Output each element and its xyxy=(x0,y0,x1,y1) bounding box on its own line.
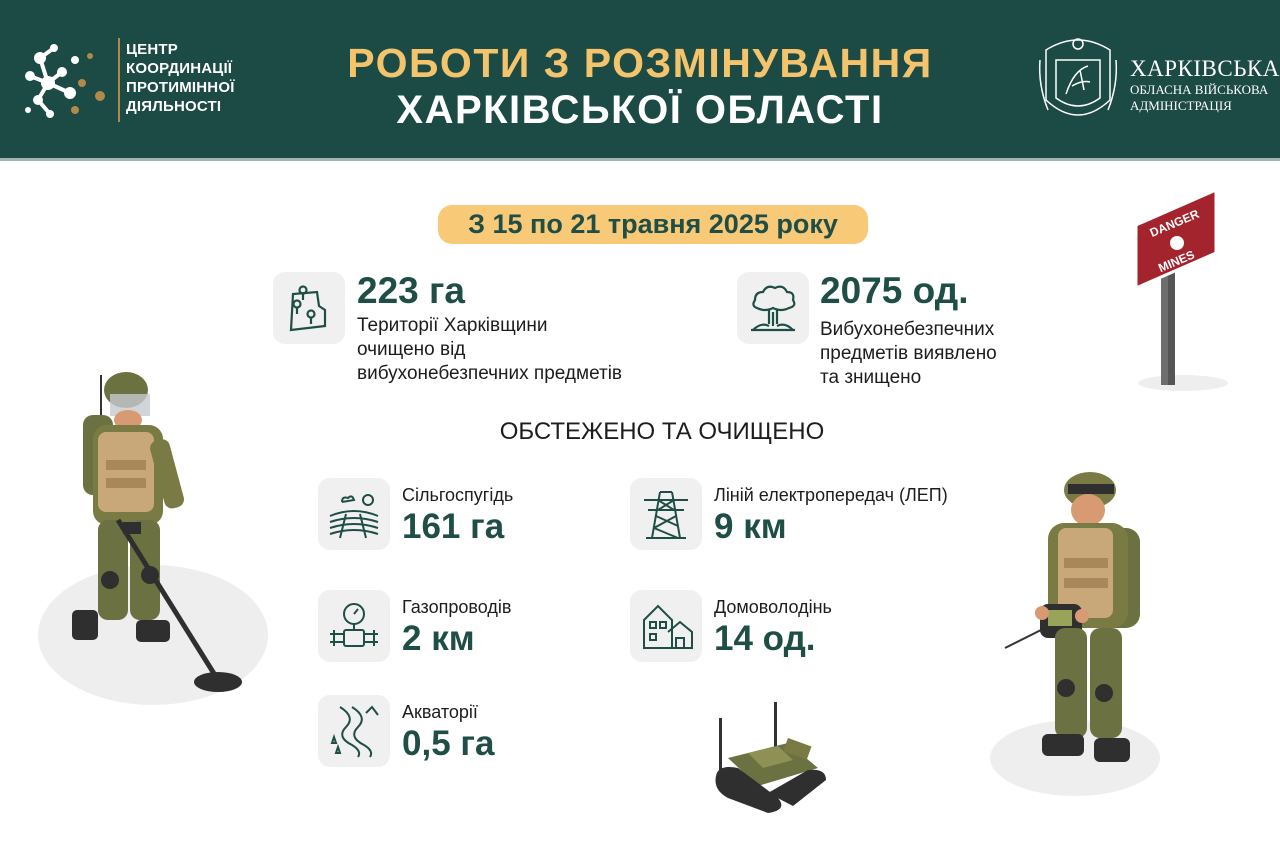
gas-pipe-icon xyxy=(330,603,378,647)
stat-tile xyxy=(273,272,345,344)
oda-name: ХАРКІВСЬКА xyxy=(1130,56,1280,81)
item-tile xyxy=(630,478,702,550)
section-title: ОБСТЕЖЕНО ТА ОЧИЩЕНО xyxy=(499,418,825,445)
item-power-lines-value: 9 км xyxy=(714,507,787,546)
logo-text-line: КООРДИНАЦІЇ xyxy=(126,60,233,77)
danger-mines-sign-illustration: DANGER MINES xyxy=(1134,187,1228,391)
logo-text-line: ЦЕНТР xyxy=(126,41,178,58)
regional-administration-name: ХАРКІВСЬКА ОБЛАСНА ВІЙСЬКОВА АДМІНІСТРАЦ… xyxy=(1130,56,1280,114)
header xyxy=(0,0,1280,158)
power-line-icon xyxy=(644,491,688,539)
houses-icon xyxy=(643,604,693,649)
kharkiv-coat-of-arms-icon xyxy=(1038,38,1118,116)
period-badge: З 15 по 21 травня 2025 року xyxy=(438,205,868,244)
stat-tile xyxy=(737,272,809,344)
desc-line: та знищено xyxy=(820,367,922,388)
item-households-label: Домоволодінь xyxy=(714,597,832,617)
stat-cleared-area-desc: Території Харківщини очищено від вибухон… xyxy=(357,314,622,386)
page-title-line1: РОБОТИ З РОЗМІНУВАННЯ xyxy=(347,40,933,86)
skull-icon xyxy=(1170,236,1184,250)
demining-center-logo-icon xyxy=(25,44,105,118)
logo-text-line: ПРОТИМІННОЇ xyxy=(126,79,235,96)
desc-line: очищено від xyxy=(357,339,466,360)
logo-separator xyxy=(118,38,120,122)
desc-line: предметів виявлено xyxy=(820,343,997,364)
item-households-value: 14 од. xyxy=(714,619,816,658)
demining-center-name: ЦЕНТР КООРДИНАЦІЇ ПРОТИМІННОЇ ДІЯЛЬНОСТІ xyxy=(126,40,235,116)
item-tile xyxy=(318,478,390,550)
deminer-with-detector-illustration xyxy=(38,372,268,705)
page-title-line2: ХАРКІВСЬКОЇ ОБЛАСТІ xyxy=(396,88,884,132)
oda-line2: ОБЛАСНА ВІЙСЬКОВА xyxy=(1130,82,1269,97)
item-tile xyxy=(630,590,702,662)
river-icon xyxy=(330,705,379,758)
item-tile xyxy=(318,695,390,767)
item-tile xyxy=(318,590,390,662)
stat-explosives-value: 2075 од. xyxy=(820,270,969,311)
item-water-area-label: Акваторії xyxy=(402,702,478,722)
item-power-lines-label: Ліній електропередач (ЛЕП) xyxy=(714,485,948,505)
desc-line: Території Харківщини xyxy=(357,315,548,336)
header-divider xyxy=(0,158,1280,161)
item-water-area-value: 0,5 га xyxy=(402,724,495,763)
item-farmland-value: 161 га xyxy=(402,507,505,546)
logo-text-line: ДІЯЛЬНОСТІ xyxy=(126,98,222,115)
item-gas-pipes-value: 2 км xyxy=(402,619,475,658)
map-pins-icon xyxy=(289,285,327,332)
item-gas-pipes-label: Газопроводів xyxy=(402,597,512,617)
desc-line: Вибухонебезпечних xyxy=(820,319,995,340)
stat-cleared-area-value: 223 га xyxy=(357,270,466,311)
stat-explosives-desc: Вибухонебезпечних предметів виявлено та … xyxy=(820,318,997,390)
desc-line: вибухонебезпечних предметів xyxy=(357,363,623,384)
demining-robot-illustration xyxy=(715,702,826,813)
soldier-with-remote-illustration xyxy=(990,472,1160,796)
item-farmland-label: Сільгоспугідь xyxy=(402,485,514,505)
explosion-icon xyxy=(751,285,796,332)
oda-line3: АДМІНІСТРАЦІЯ xyxy=(1130,98,1232,113)
farmland-icon xyxy=(329,494,379,539)
